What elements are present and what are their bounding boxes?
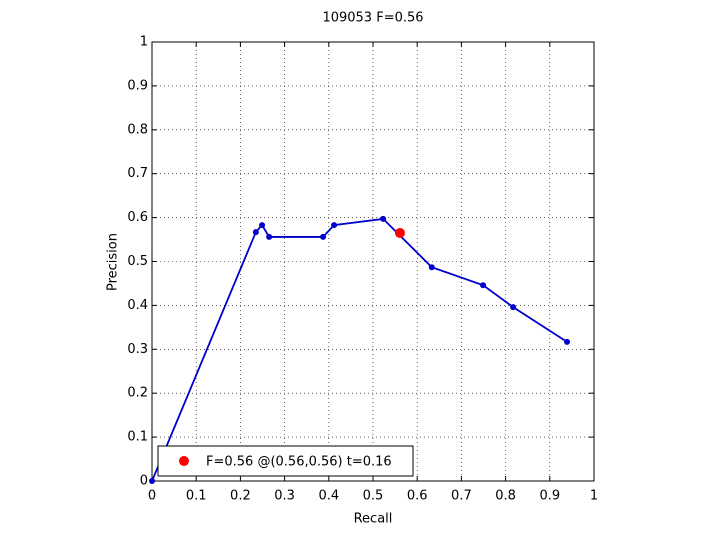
x-tick-label: 0.8: [495, 489, 516, 504]
data-point: [149, 478, 155, 484]
data-point: [266, 233, 273, 240]
y-tick-label: 0.6: [127, 210, 148, 225]
legend-marker: [179, 456, 189, 466]
x-axis-label: Recall: [354, 512, 393, 527]
data-point: [394, 227, 405, 238]
y-tick-label: 0.2: [127, 386, 148, 401]
x-tick-label: 0.6: [407, 489, 428, 504]
data-point: [480, 282, 487, 289]
x-tick-label: 0.7: [451, 489, 472, 504]
y-tick-label: 0.3: [127, 342, 148, 357]
x-tick-label: 0.2: [230, 489, 251, 504]
data-point: [428, 264, 435, 271]
y-tick-label: 0: [140, 474, 148, 489]
legend-label: F=0.56 @(0.56,0.56) t=0.16: [206, 455, 392, 470]
y-tick-label: 0.9: [127, 78, 148, 93]
data-point: [564, 338, 571, 345]
data-point: [252, 229, 259, 236]
legend-box: [157, 445, 414, 477]
y-tick-label: 0.4: [127, 298, 148, 313]
data-point: [380, 215, 387, 222]
y-tick-label: 0.8: [127, 122, 148, 137]
x-tick-label: 0.1: [186, 489, 207, 504]
data-point: [510, 304, 517, 311]
x-tick-label: 0.3: [274, 489, 295, 504]
y-tick-label: 0.5: [127, 254, 148, 269]
y-tick-label: 1: [140, 35, 148, 50]
data-point: [320, 233, 327, 240]
y-tick-label: 0.1: [127, 430, 148, 445]
x-tick-label: 0.4: [318, 489, 339, 504]
x-tick-label: 0.9: [539, 489, 560, 504]
chart-title: 109053 F=0.56: [322, 11, 423, 26]
data-point: [259, 222, 266, 229]
y-axis-label: Precision: [106, 233, 121, 291]
x-tick-label: 0: [148, 489, 156, 504]
data-point: [331, 222, 338, 229]
x-tick-label: 1: [590, 489, 598, 504]
x-tick-label: 0.5: [363, 489, 384, 504]
y-tick-label: 0.7: [127, 166, 148, 181]
plot-frame: [151, 41, 595, 482]
